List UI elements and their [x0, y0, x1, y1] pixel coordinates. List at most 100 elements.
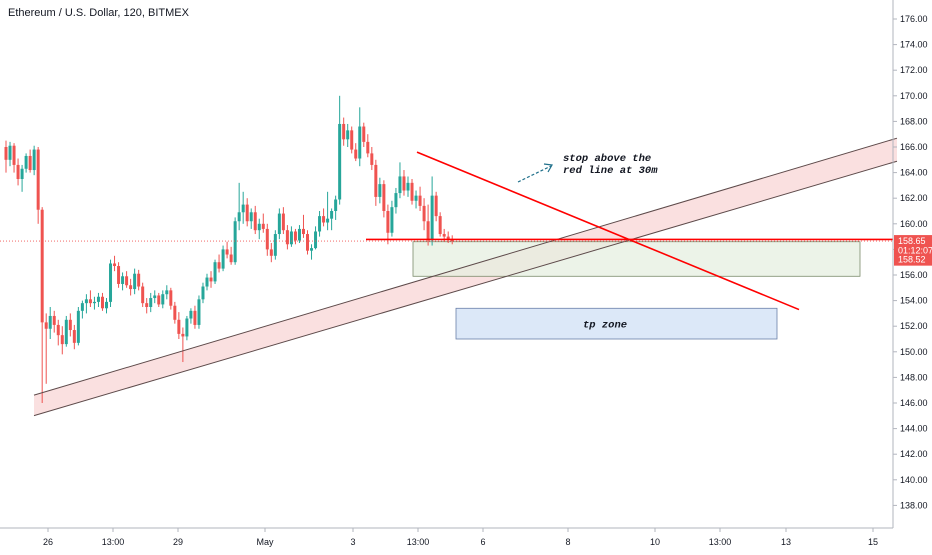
candle-body — [185, 318, 189, 337]
candle-body — [52, 315, 56, 325]
candle — [285, 225, 289, 250]
price-tick-label: 148.00 — [900, 372, 928, 382]
candle-body — [289, 231, 293, 245]
candle-body — [301, 228, 305, 235]
candle-body — [121, 276, 125, 284]
candle-body — [257, 223, 261, 231]
candle — [28, 149, 32, 173]
candle — [330, 208, 334, 231]
candle — [117, 262, 121, 288]
price-tag-label: 158.65 — [898, 236, 926, 246]
candle-body — [217, 262, 221, 269]
candle — [253, 205, 257, 235]
candle-body — [44, 322, 48, 329]
candle-body — [434, 195, 438, 217]
candle — [52, 310, 56, 333]
drawing-layer — [0, 137, 898, 417]
price-tick-label: 146.00 — [900, 398, 928, 408]
price-tag: 158.65 — [894, 235, 932, 248]
candle-body — [173, 305, 177, 320]
candle — [374, 159, 378, 206]
time-tick-label: 15 — [868, 537, 878, 547]
candle-body — [438, 216, 442, 235]
candle — [334, 195, 338, 220]
candle-body — [125, 276, 129, 286]
candle — [44, 313, 48, 384]
candle — [113, 255, 117, 272]
arrow-line — [517, 165, 552, 183]
candle-body — [225, 249, 229, 255]
candle — [153, 290, 157, 304]
candle-body — [261, 223, 265, 229]
price-tick-label: 160.00 — [900, 219, 928, 229]
candle — [221, 245, 225, 272]
candle — [406, 176, 410, 197]
candle-body — [374, 164, 378, 197]
candle — [394, 187, 398, 214]
candle — [109, 259, 113, 307]
price-axis[interactable]: 176.00 174.00 172.00 170.00 168.00 166.00 164.… — [892, 0, 932, 528]
candle-body — [322, 216, 326, 223]
candle — [322, 208, 326, 227]
candle — [121, 272, 125, 291]
price-tag-bg — [894, 253, 932, 266]
candle — [64, 315, 68, 347]
candle — [40, 207, 44, 403]
candle — [32, 145, 36, 176]
candle — [390, 200, 394, 237]
candle-body — [398, 176, 402, 194]
candle-body — [402, 176, 406, 191]
candle-body — [28, 155, 32, 171]
time-tick-label: May — [256, 537, 274, 547]
candle — [197, 295, 201, 329]
price-tick-label: 140.00 — [900, 475, 928, 485]
time-tick-label: 13 — [781, 537, 791, 547]
candle — [12, 143, 16, 173]
candle — [173, 301, 177, 324]
candle — [422, 198, 426, 231]
candle — [310, 244, 314, 260]
candle-body — [442, 234, 446, 237]
candle-body — [366, 141, 370, 154]
candle — [257, 218, 261, 240]
candle — [20, 164, 24, 192]
candle-body — [149, 298, 153, 307]
candle-body — [394, 193, 398, 208]
price-tick-label: 164.00 — [900, 168, 928, 178]
price-tick-label: 138.00 — [900, 500, 928, 510]
candle-body — [285, 230, 289, 245]
chart-title: Ethereum / U.S. Dollar, 120, BITMEX — [8, 7, 190, 19]
price-tag-label: 158.52 — [898, 255, 926, 265]
candle — [338, 95, 342, 205]
time-axis[interactable]: 26 13:00 29 May 3 13:00 6 8 10 13:00 13 15 — [0, 527, 893, 547]
candle — [314, 226, 318, 250]
candle — [366, 134, 370, 158]
price-tick-label: 176.00 — [900, 14, 928, 24]
channel-fill — [34, 138, 897, 416]
candle-body — [370, 153, 374, 165]
candle — [72, 324, 76, 350]
candle-body — [169, 290, 173, 306]
candle — [237, 182, 241, 231]
candle — [398, 162, 402, 199]
candle — [129, 278, 133, 296]
candle-body — [229, 254, 233, 263]
candle-body — [68, 319, 72, 331]
candle-body — [390, 207, 394, 233]
candle — [301, 214, 305, 238]
candle — [217, 254, 221, 273]
candle — [386, 204, 390, 245]
candle-body — [8, 145, 12, 160]
candle-body — [241, 204, 245, 213]
time-tick-label: 13:00 — [102, 537, 125, 547]
candle-body — [165, 290, 169, 295]
candle-body — [117, 266, 121, 284]
candle — [133, 268, 137, 295]
candle — [24, 153, 28, 173]
candle-body — [237, 212, 241, 222]
candle-body — [32, 149, 36, 171]
price-tick-label: 144.00 — [900, 424, 928, 434]
